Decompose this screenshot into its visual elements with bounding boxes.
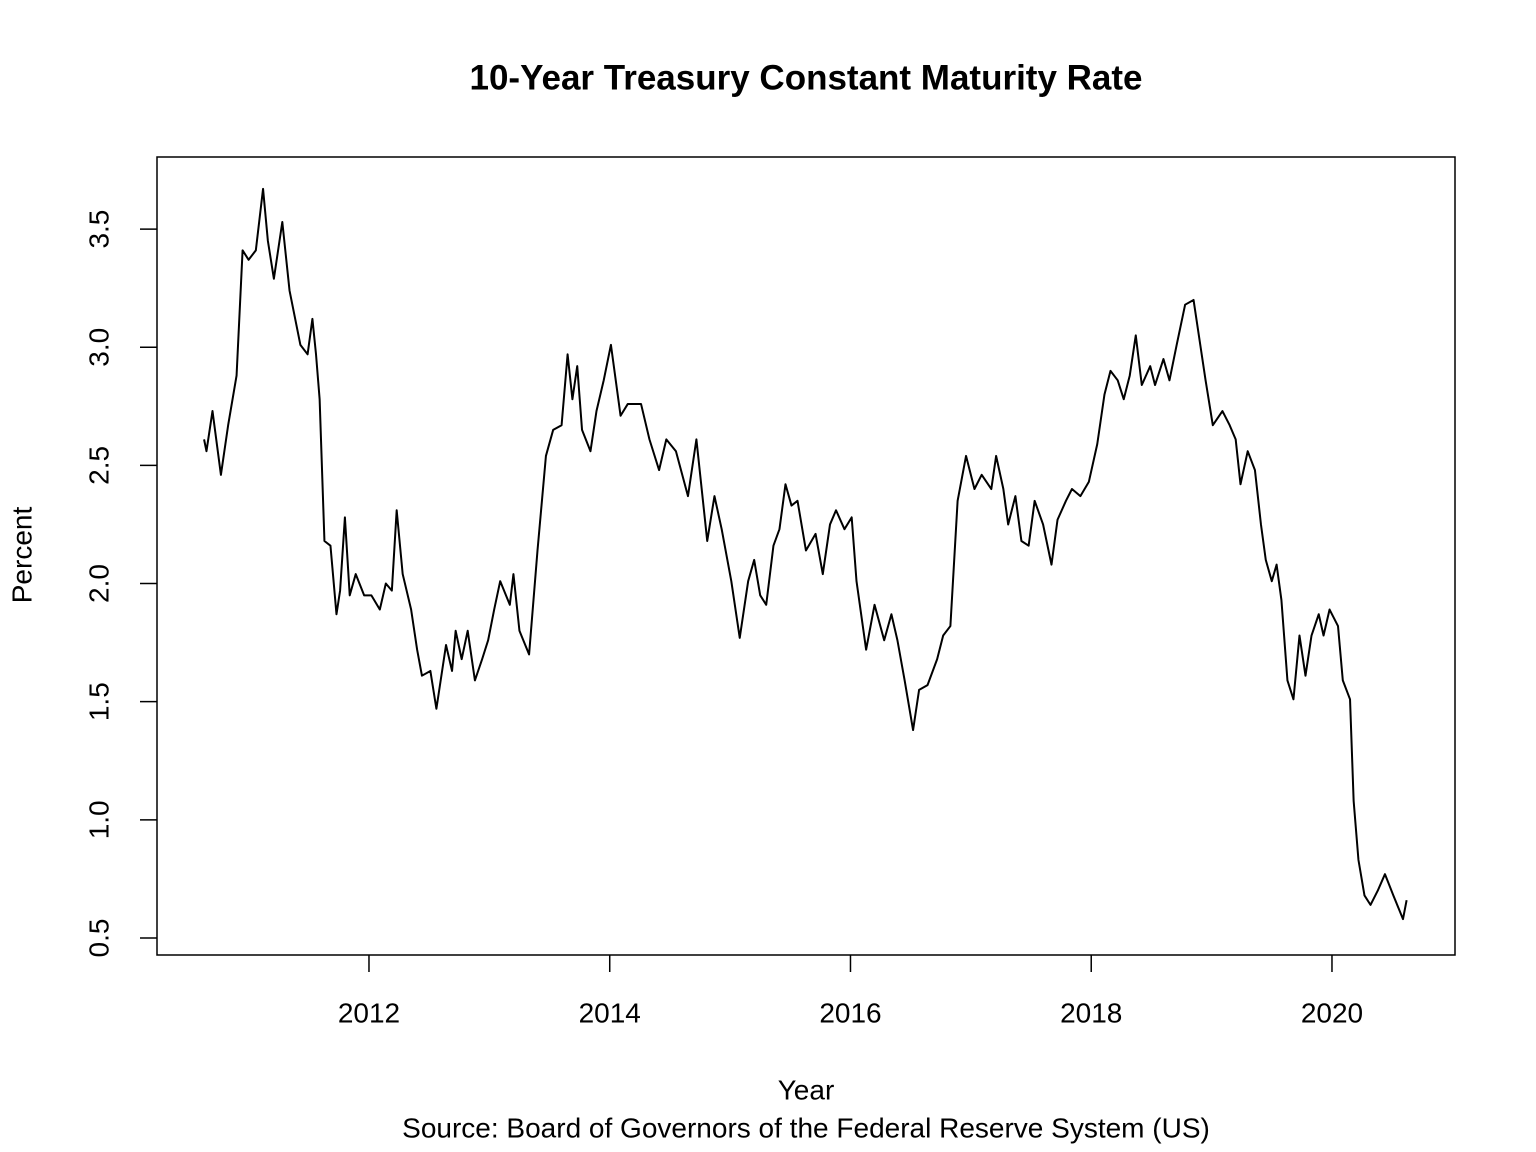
- y-tick-label: 2.5: [83, 446, 114, 485]
- caption: Source: Board of Governors of the Federa…: [402, 1112, 1210, 1143]
- y-tick-label: 3.0: [83, 328, 114, 367]
- x-axis-label: Year: [778, 1074, 835, 1105]
- x-tick-label: 2016: [819, 997, 881, 1028]
- y-tick-label: 1.0: [83, 800, 114, 839]
- y-tick-label: 3.5: [83, 210, 114, 249]
- y-axis-label: Percent: [6, 507, 37, 604]
- data-line: [203, 187, 1408, 921]
- y-tick-label: 2.0: [83, 564, 114, 603]
- x-tick-label: 2014: [579, 997, 641, 1028]
- y-tick-label: 1.5: [83, 682, 114, 721]
- y-tick-label: 0.5: [83, 919, 114, 958]
- x-tick-label: 2020: [1301, 997, 1363, 1028]
- x-tick-label: 2018: [1060, 997, 1122, 1028]
- plot-frame: [156, 156, 1456, 956]
- x-tick-label: 2012: [338, 997, 400, 1028]
- chart-title: 10-Year Treasury Constant Maturity Rate: [469, 58, 1142, 97]
